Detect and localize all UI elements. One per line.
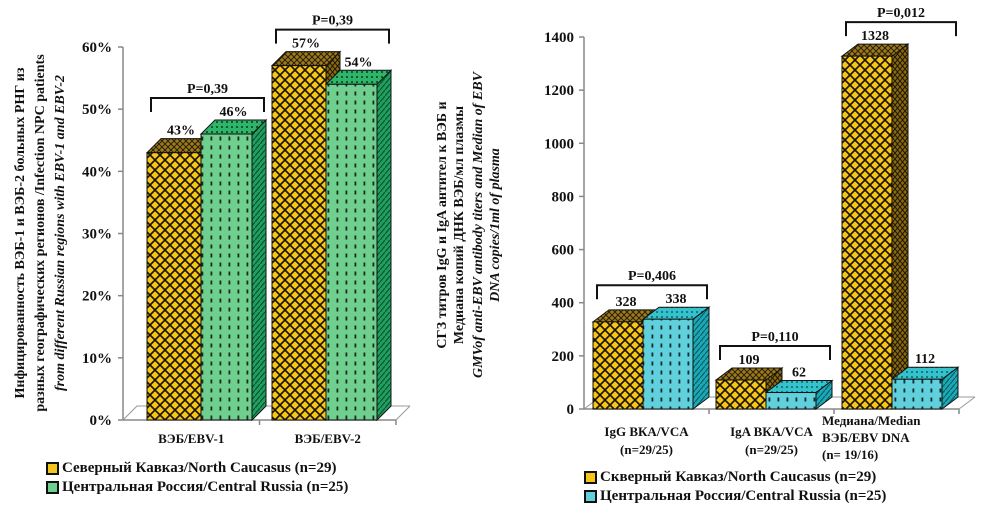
y-tick-label: 0 [567, 402, 575, 418]
bar-north-caucasus [271, 65, 327, 421]
legend-item-central-russia: Центральная Россия/Central Russia (n=25) [46, 478, 348, 497]
y-tick-label: 40% [82, 164, 112, 180]
p-value-label: P=0,39 [312, 14, 353, 29]
p-value-bracket [845, 21, 957, 37]
category-label: Медиана/Median [822, 413, 921, 428]
y-tick-label: 400 [552, 296, 575, 312]
floor-side-edge [395, 405, 411, 421]
legend-item-north-caucasus: Северный Кавказ/North Caucasus (n=29) [46, 459, 348, 478]
bar-side-central-russia [376, 69, 392, 422]
category-label: IgA ВКА/VCA [730, 424, 813, 439]
data-label: 43% [167, 124, 195, 139]
data-label: 328 [616, 295, 637, 310]
p-value-bracket [719, 345, 831, 361]
y-tick-label: 1400 [544, 30, 574, 46]
bar-central-russia [200, 133, 253, 421]
y-axis-title-line: GMVof anti-EBV antibody titers and Media… [471, 70, 486, 378]
y-tick-label: 10% [82, 351, 112, 367]
bar-north-caucasus [841, 55, 893, 410]
category-label: (n= 19/16) [822, 447, 878, 462]
legend-item-north-caucasus: Скверный Кавказ/North Caucasus (n=29) [584, 468, 886, 487]
y-tick-label: 1200 [544, 83, 574, 99]
y-axis-title-line: Медиана копий ДНК ВЭБ/мл плазмы [452, 106, 467, 344]
bar-side-north-caucasus [891, 43, 909, 410]
y-tick-label: 600 [552, 243, 575, 259]
chart-right-titers-median: 0 200 400 600 800 1000 1200 1400 328 338 P=0,406 Ig… [435, 6, 976, 462]
data-label: 1328 [861, 29, 889, 44]
category-label: ВЭБ/EBV-1 [158, 431, 224, 446]
data-label: 54% [345, 55, 373, 70]
bar-north-caucasus [146, 152, 202, 421]
y-axis-title-line: DNA copies/1ml of plasma [488, 148, 503, 303]
bar-side-central-russia [692, 306, 710, 410]
legend-item-central-russia: Центральная Россия/Central Russia (n=25) [584, 487, 886, 506]
data-label: 57% [292, 37, 320, 52]
bar-central-russia [891, 378, 943, 410]
p-value-label: P=0,39 [187, 82, 228, 97]
category-label: ВЭБ/EBV DNA [822, 430, 910, 445]
bar-central-russia [765, 392, 817, 410]
chart-left-infection-rate: 0% 10% 20% 30% 40% 50% 60% 43% 46% P=0,39 ВЭБ/EBV-… [13, 14, 411, 446]
y-axis-title-line: разных географических регионов /Infectio… [33, 54, 48, 412]
bar-north-caucasus [592, 321, 644, 410]
category-label: IgG ВКА/VCA [604, 424, 689, 439]
legend-right: Скверный Кавказ/North Caucasus (n=29) Це… [584, 468, 886, 506]
p-value-bracket [275, 28, 390, 44]
category-label: ВЭБ/EBV-2 [295, 431, 361, 446]
y-tick-label: 50% [82, 102, 112, 118]
data-label: 338 [666, 292, 687, 307]
bar-side-central-russia [251, 118, 267, 422]
p-value-label: P=0,110 [751, 330, 798, 345]
y-axis-title-line: Инфицированность ВЭБ-1 и ВЭБ-2 больных Р… [13, 67, 28, 398]
p-value-label: P=0,012 [877, 6, 925, 21]
y-tick-label: 20% [82, 289, 112, 305]
data-label: 112 [915, 352, 935, 367]
p-value-bracket [596, 284, 708, 300]
bar-north-caucasus [715, 379, 767, 410]
bar-central-russia [325, 83, 378, 421]
legend-swatch-central-russia [584, 490, 597, 503]
category-label: (n=29/25) [620, 442, 673, 457]
y-tick-label: 30% [82, 227, 112, 243]
legend-label: Скверный Кавказ/North Caucasus (n=29) [600, 469, 877, 485]
legend-swatch-north-caucasus [46, 462, 59, 475]
y-axis-title-line: СГЗ титров IgG и IgA антител к ВЭБ и [435, 101, 450, 348]
y-axis-title-line: from different Russian regions with EBV-… [53, 75, 68, 391]
legend-label: Центральная Россия/Central Russia (n=25) [600, 488, 887, 504]
legend-label: Центральная Россия/Central Russia (n=25) [62, 479, 349, 495]
y-tick-label: 0% [90, 413, 113, 429]
legend-swatch-central-russia [46, 481, 59, 494]
p-value-bracket [150, 97, 265, 113]
p-value-label: P=0,406 [628, 269, 676, 284]
legend-swatch-north-caucasus [584, 471, 597, 484]
y-tick-label: 800 [552, 189, 575, 205]
data-label: 46% [220, 105, 248, 120]
bar-central-russia [642, 318, 694, 410]
legend-label: Северный Кавказ/North Caucasus (n=29) [62, 460, 337, 476]
data-label: 109 [739, 353, 760, 368]
y-tick-label: 200 [552, 349, 575, 365]
y-tick-label: 60% [82, 40, 112, 56]
floor-side-edge [958, 396, 976, 410]
legend-left: Северный Кавказ/North Caucasus (n=29) Це… [46, 459, 348, 497]
y-tick-label: 1000 [544, 136, 574, 152]
category-label: (n=29/25) [745, 442, 798, 457]
data-label: 62 [792, 366, 806, 381]
